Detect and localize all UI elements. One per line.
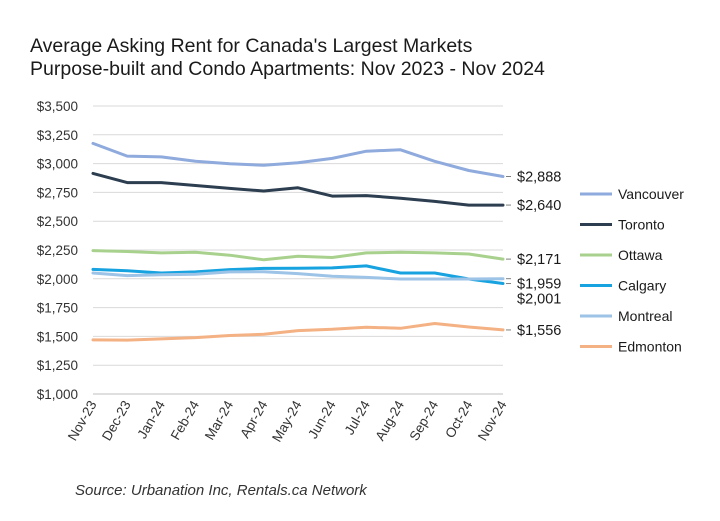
x-tick-label: Nov-24 — [475, 398, 510, 444]
series-line-vancouver — [91, 141, 505, 178]
end-label-ottawa: $2,171 — [517, 252, 561, 268]
legend-label-ottawa: Ottawa — [618, 247, 663, 263]
x-tick-label: Dec-23 — [99, 398, 134, 443]
y-tick-label: $1,250 — [37, 358, 78, 373]
chart-title-line: Average Asking Rent for Canada's Largest… — [30, 35, 473, 57]
y-tick-label: $2,750 — [37, 185, 78, 200]
legend-label-calgary: Calgary — [618, 278, 666, 294]
y-tick-label: $1,500 — [37, 329, 78, 344]
y-tick-label: $3,000 — [37, 157, 78, 172]
end-label-montreal: $2,001 — [517, 292, 561, 308]
legend-label-toronto: Toronto — [618, 217, 665, 233]
x-tick-label: Jan-24 — [134, 398, 168, 442]
end-label-edmonton: $1,556 — [517, 323, 561, 339]
legend-label-vancouver: Vancouver — [618, 186, 684, 202]
legend-label-edmonton: Edmonton — [618, 339, 682, 355]
y-tick-label: $3,500 — [37, 99, 78, 114]
source-note: Source: Urbanation Inc, Rentals.ca Netwo… — [75, 482, 367, 499]
end-label-toronto: $2,640 — [517, 198, 561, 214]
x-tick-label: Mar-24 — [202, 398, 237, 443]
series-line-toronto — [91, 171, 505, 207]
x-tick-label: Jun-24 — [305, 398, 339, 442]
x-tick-label: Sep-24 — [407, 398, 442, 444]
y-tick-label: $1,000 — [37, 387, 78, 402]
y-tick-label: $2,000 — [37, 272, 78, 287]
end-label-vancouver: $2,888 — [517, 170, 561, 186]
x-tick-label: Jul-24 — [342, 398, 374, 438]
series-line-edmonton — [91, 322, 505, 342]
y-tick-label: $2,500 — [37, 214, 78, 229]
x-tick-label: Aug-24 — [372, 398, 407, 444]
x-tick-label: Oct-24 — [442, 398, 475, 441]
series-line-ottawa — [91, 249, 505, 262]
x-tick-label: May-24 — [269, 398, 305, 445]
y-tick-label: $1,750 — [37, 301, 78, 316]
end-label-calgary: $1,959 — [517, 277, 561, 293]
series-line-montreal — [91, 270, 505, 281]
series-line-calgary — [91, 264, 505, 285]
x-tick-label: Nov-23 — [65, 398, 100, 443]
x-tick-label: Apr-24 — [237, 398, 270, 441]
chart-title: Average Asking Rent for Canada's Largest… — [30, 35, 545, 81]
chart-subtitle: Purpose-built and Condo Apartments: Nov … — [30, 58, 545, 80]
y-tick-label: $3,250 — [37, 128, 78, 143]
y-tick-label: $2,250 — [37, 243, 78, 258]
x-tick-label: Feb-24 — [168, 398, 203, 443]
legend-label-montreal: Montreal — [618, 308, 672, 324]
